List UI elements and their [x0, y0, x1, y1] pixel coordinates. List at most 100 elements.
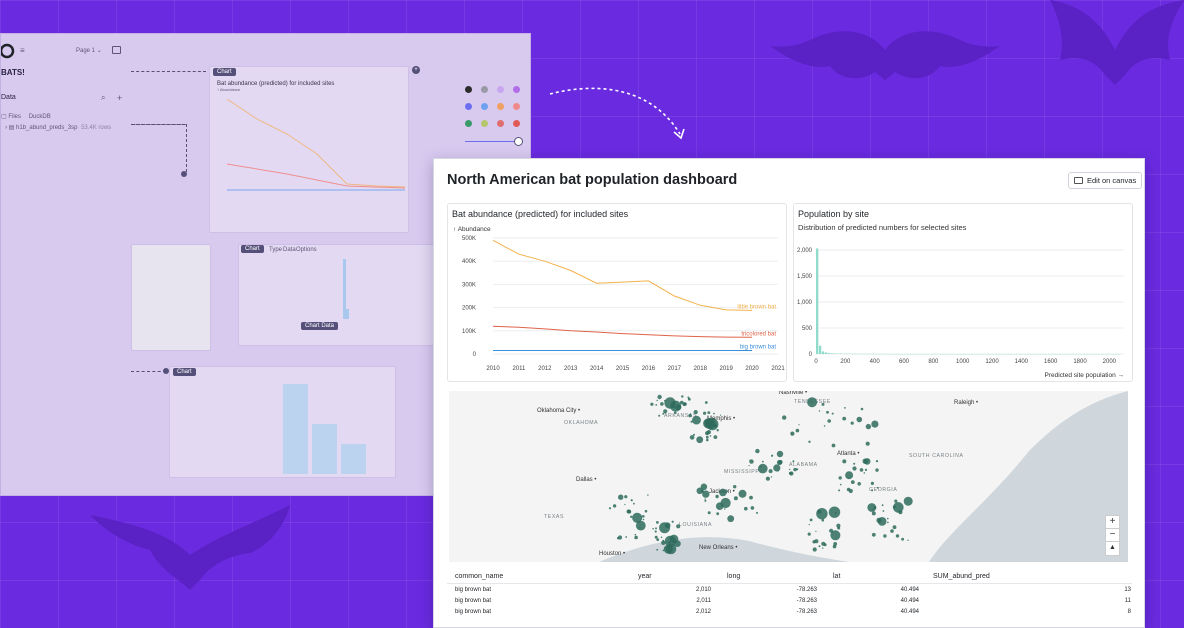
color-swatch[interactable] — [465, 86, 472, 93]
chart-data-button[interactable]: Chart Data — [301, 322, 338, 330]
site-dot — [647, 494, 648, 495]
reset-north-button[interactable]: ▲ — [1105, 541, 1120, 556]
site-dot — [702, 490, 709, 497]
hist-y-tick: 1,000 — [797, 300, 813, 306]
site-dot — [716, 502, 724, 510]
canvas-icon — [1074, 177, 1083, 184]
table-cell: big brown bat — [455, 587, 491, 593]
site-dot — [837, 527, 840, 530]
size-slider-handle[interactable] — [514, 137, 523, 146]
site-dot — [717, 429, 719, 431]
site-dot — [904, 497, 913, 506]
hist-x-tick: 1400 — [1015, 359, 1029, 365]
hist-y-tick: 500 — [802, 326, 813, 332]
mini-series-little-brown — [227, 99, 405, 187]
site-dot — [830, 530, 840, 540]
hist-x-tick: 1800 — [1073, 359, 1087, 365]
mini-bar-chip[interactable]: Chart — [173, 368, 196, 376]
color-swatch[interactable] — [465, 120, 472, 127]
site-dot — [760, 466, 762, 468]
menu-icon[interactable]: ≡ — [20, 46, 25, 55]
site-dot — [871, 482, 874, 485]
site-dot — [656, 521, 659, 524]
site-dot — [796, 429, 800, 433]
dashed-arrow-icon — [548, 84, 693, 144]
map-label-city: Nashville • — [779, 391, 807, 396]
add-icon[interactable]: + — [117, 93, 122, 103]
mini-data-tab[interactable]: Data — [283, 247, 296, 253]
files-item[interactable]: ▢ Files DuckDB — [1, 113, 51, 120]
mini-chart-chip[interactable]: Chart — [213, 68, 236, 76]
site-dot — [624, 504, 625, 505]
site-dot — [716, 512, 719, 515]
color-swatch[interactable] — [513, 103, 520, 110]
map-label-city: Atlanta • — [837, 451, 859, 457]
site-dot — [808, 533, 811, 536]
edit-on-canvas-button[interactable]: Edit on canvas — [1068, 172, 1142, 189]
table-header: common_name year long lat SUM_abund_pred — [447, 569, 1132, 584]
site-dot — [692, 416, 701, 425]
site-dot — [842, 417, 846, 421]
hist-x-tick: 400 — [870, 359, 881, 365]
bat-silhouette-icon — [90, 495, 290, 605]
site-dot — [688, 398, 691, 401]
color-swatch[interactable] — [465, 103, 472, 110]
add-node-icon[interactable]: + — [412, 66, 420, 74]
site-dot — [694, 410, 698, 414]
site-dot — [819, 545, 821, 547]
color-swatch[interactable] — [497, 86, 504, 93]
panel-toggle-icon[interactable] — [112, 46, 121, 54]
mini-hist-chip[interactable]: Chart — [241, 245, 264, 253]
site-dot — [645, 510, 648, 513]
color-swatch[interactable] — [513, 86, 520, 93]
site-dot — [613, 504, 616, 507]
mini-line-chart — [227, 94, 405, 194]
table-cell: 40.494 — [901, 609, 919, 615]
color-swatch[interactable] — [497, 120, 504, 127]
column-header[interactable]: year — [638, 573, 652, 580]
site-dot — [657, 395, 661, 399]
size-slider[interactable] — [465, 141, 520, 142]
project-title: BATS! — [1, 68, 25, 77]
mini-map-card — [131, 244, 211, 351]
histogram-card: Population by site Distribution of predi… — [793, 203, 1133, 382]
site-dot — [655, 530, 657, 532]
site-dot — [839, 476, 842, 479]
line-series-label: big brown bat — [740, 345, 776, 351]
column-header[interactable]: common_name — [455, 573, 503, 580]
site-dot — [751, 506, 755, 510]
hist-bar — [816, 248, 818, 354]
line-x-tick: 2018 — [694, 366, 708, 372]
color-swatch[interactable] — [481, 120, 488, 127]
line-chart-title: Bat abundance (predicted) for included s… — [452, 209, 628, 219]
page-selector[interactable]: Page 1 ⌄ — [76, 47, 102, 54]
site-dot — [851, 422, 854, 425]
search-icon[interactable]: ⌕ — [101, 93, 105, 103]
color-swatch[interactable] — [497, 103, 504, 110]
site-dot — [876, 518, 881, 523]
table-cell: 2,012 — [696, 609, 711, 615]
mini-histogram — [341, 259, 431, 319]
site-dot — [733, 485, 736, 488]
line-x-tick: 2015 — [616, 366, 630, 372]
atlantic-ocean — [929, 391, 1128, 562]
color-swatch[interactable] — [481, 86, 488, 93]
mini-type-tab[interactable]: Type — [269, 247, 282, 253]
mini-options-tab[interactable]: Options — [296, 247, 317, 253]
site-dot — [758, 464, 768, 474]
color-swatch[interactable] — [513, 120, 520, 127]
site-dot — [660, 402, 664, 406]
site-dot — [812, 540, 815, 543]
site-dot — [714, 435, 718, 439]
column-header[interactable]: SUM_abund_pred — [933, 573, 990, 580]
site-dot — [871, 490, 873, 492]
column-header[interactable]: lat — [833, 573, 840, 580]
file-row[interactable]: › ▤ h1b_abund_preds_3sp 53.4K rows — [5, 124, 111, 131]
color-swatch[interactable] — [481, 103, 488, 110]
hist-y-tick: 1,500 — [797, 274, 813, 280]
column-header[interactable]: long — [727, 573, 740, 580]
